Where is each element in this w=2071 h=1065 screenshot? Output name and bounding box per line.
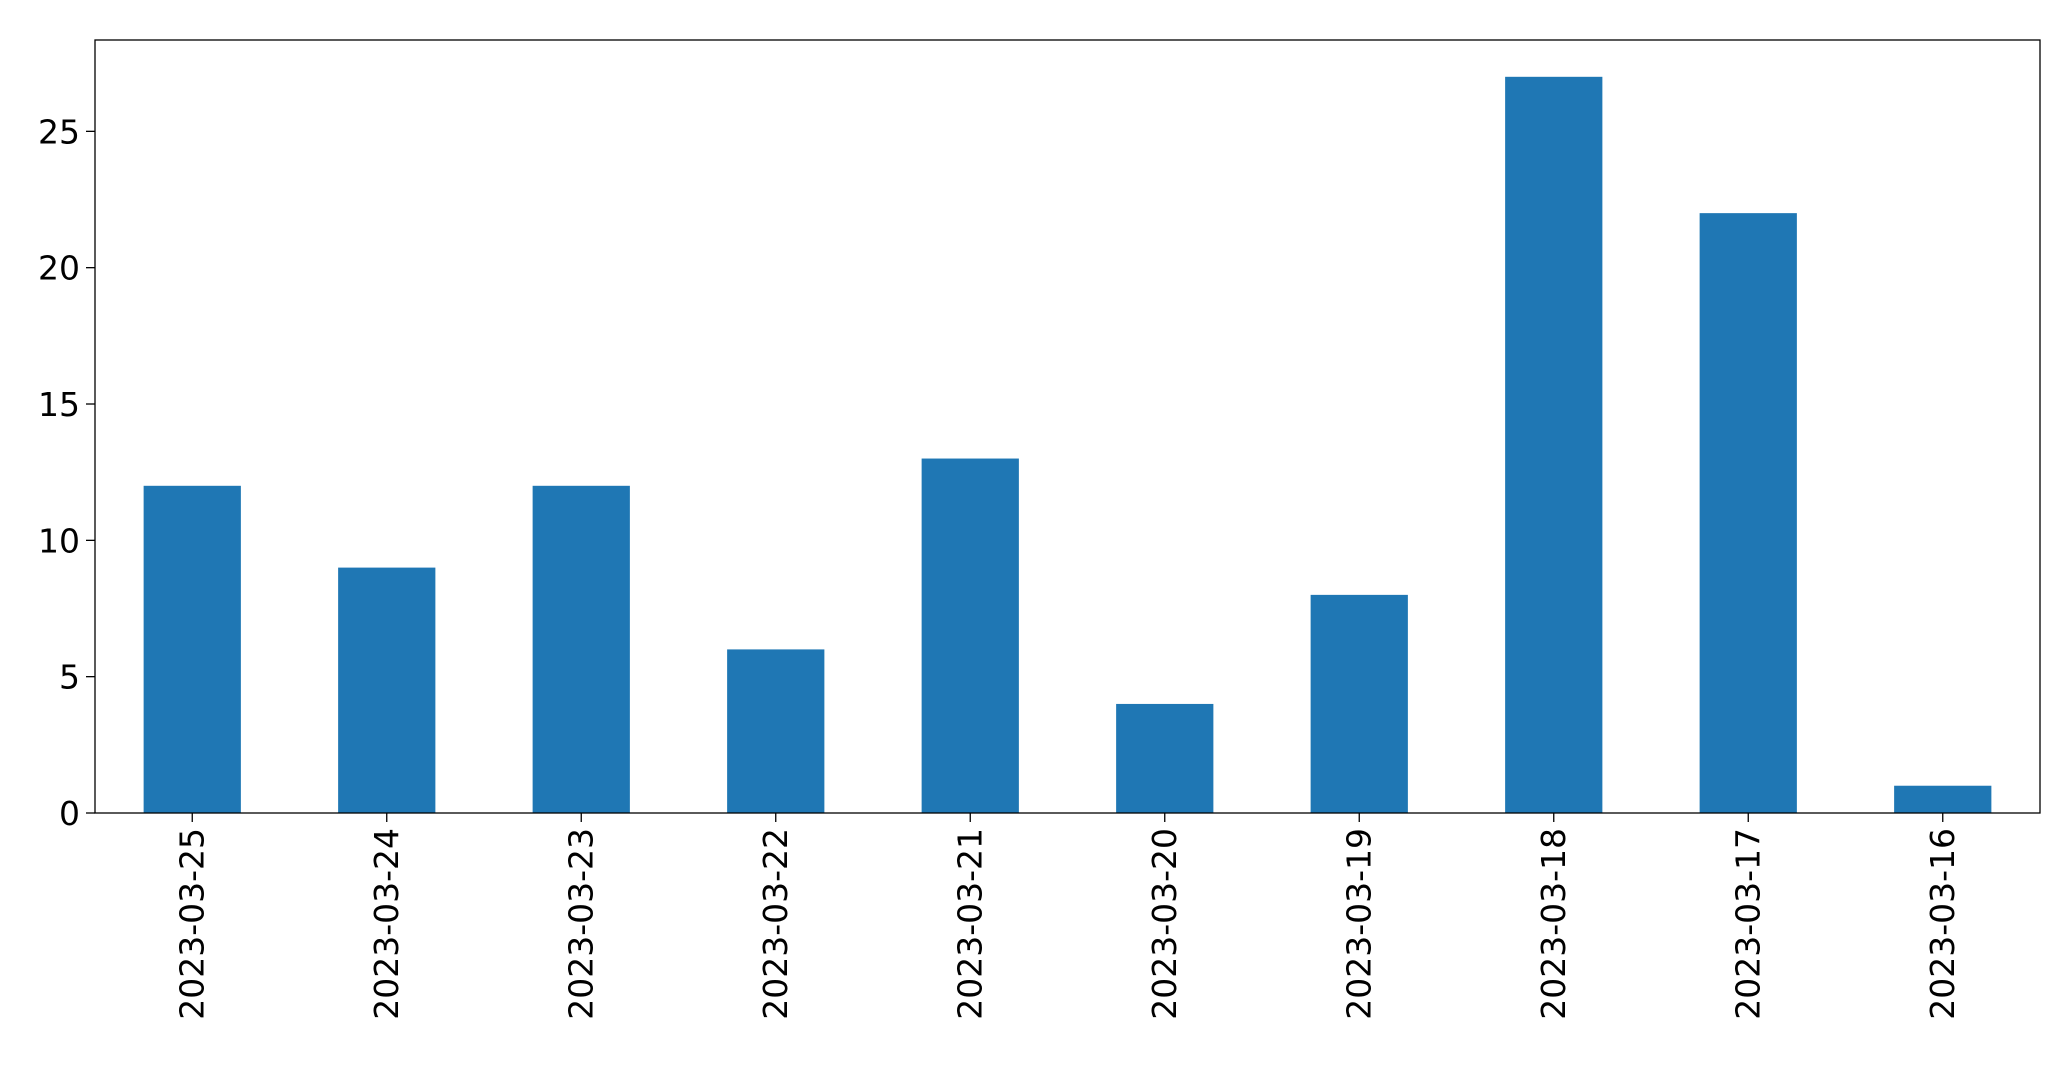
x-tick-label: 2023-03-20 xyxy=(1145,828,1184,1020)
bar-2023-03-22 xyxy=(727,649,825,813)
bar-2023-03-23 xyxy=(532,485,630,813)
y-tick-label: 20 xyxy=(38,249,80,288)
x-tick-label: 2023-03-17 xyxy=(1728,828,1767,1020)
y-tick-label: 10 xyxy=(38,521,80,560)
x-tick-label: 2023-03-22 xyxy=(756,828,795,1020)
bars-layer xyxy=(143,76,1992,814)
bar-2023-03-16 xyxy=(1894,785,1992,813)
x-tick-label: 2023-03-23 xyxy=(561,828,600,1020)
y-tick-label: 5 xyxy=(59,658,80,697)
bar-2023-03-25 xyxy=(143,485,241,813)
x-tick-label: 2023-03-21 xyxy=(950,828,989,1020)
x-tick-label: 2023-03-16 xyxy=(1923,828,1962,1020)
bar-2023-03-21 xyxy=(921,458,1019,813)
plot-frame xyxy=(94,39,2041,814)
y-tick-label: 25 xyxy=(38,112,80,151)
y-axis: 0 5 10 15 20 25 xyxy=(38,112,95,833)
x-tick-label: 2023-03-19 xyxy=(1339,828,1378,1020)
y-tick-label: 15 xyxy=(38,385,80,424)
y-tick-label: 0 xyxy=(59,794,80,833)
x-tick-label: 2023-03-24 xyxy=(367,828,406,1020)
bar-2023-03-20 xyxy=(1116,703,1214,813)
bar-2023-03-17 xyxy=(1699,213,1797,813)
x-tick-label: 2023-03-18 xyxy=(1534,828,1573,1020)
bar-2023-03-18 xyxy=(1505,76,1603,814)
x-axis: 2023-03-25 2023-03-24 2023-03-23 2023-03-22… xyxy=(172,813,1962,1020)
x-tick-label: 2023-03-25 xyxy=(172,828,211,1020)
bar-2023-03-24 xyxy=(338,567,436,813)
bar-2023-03-19 xyxy=(1310,594,1408,813)
